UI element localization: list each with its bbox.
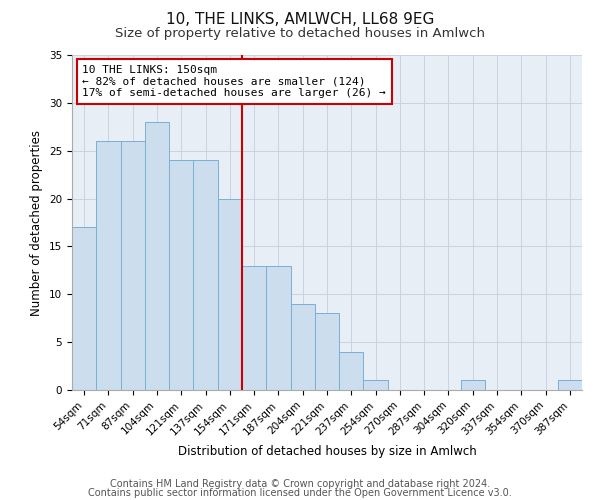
Bar [169,160,193,390]
Bar [218,198,242,390]
Bar [266,266,290,390]
Text: 10 THE LINKS: 150sqm
← 82% of detached houses are smaller (124)
17% of semi-deta: 10 THE LINKS: 150sqm ← 82% of detached h… [82,65,386,98]
Bar [364,380,388,390]
Bar [145,122,169,390]
Bar [315,314,339,390]
Bar [96,141,121,390]
Text: Size of property relative to detached houses in Amlwch: Size of property relative to detached ho… [115,28,485,40]
Bar [339,352,364,390]
Text: Contains public sector information licensed under the Open Government Licence v3: Contains public sector information licen… [88,488,512,498]
Bar [193,160,218,390]
Bar [121,141,145,390]
Y-axis label: Number of detached properties: Number of detached properties [31,130,43,316]
Bar [242,266,266,390]
Bar [461,380,485,390]
Bar [290,304,315,390]
Bar [558,380,582,390]
Text: Contains HM Land Registry data © Crown copyright and database right 2024.: Contains HM Land Registry data © Crown c… [110,479,490,489]
Text: 10, THE LINKS, AMLWCH, LL68 9EG: 10, THE LINKS, AMLWCH, LL68 9EG [166,12,434,28]
Bar [72,228,96,390]
X-axis label: Distribution of detached houses by size in Amlwch: Distribution of detached houses by size … [178,445,476,458]
